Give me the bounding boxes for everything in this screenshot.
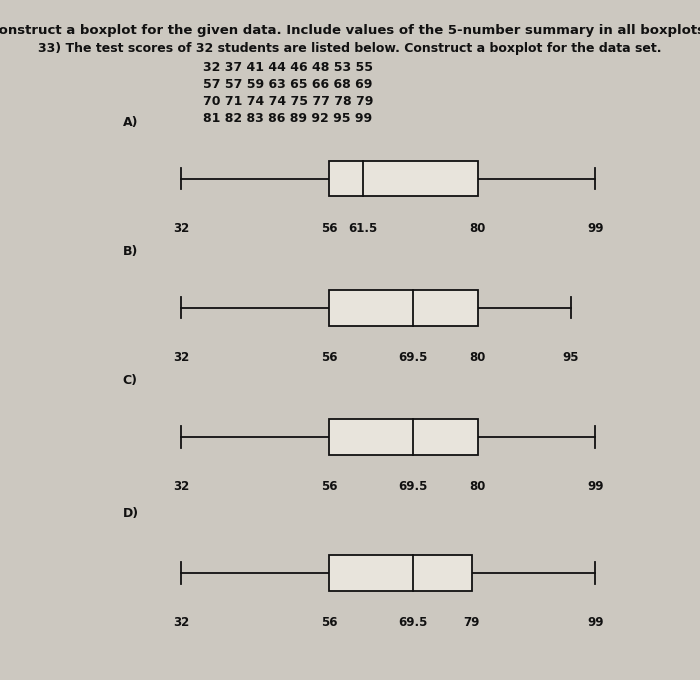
- Text: C): C): [122, 374, 137, 387]
- Text: 57 57 59 63 65 66 68 69: 57 57 59 63 65 66 68 69: [203, 78, 372, 91]
- Text: 69.5: 69.5: [398, 480, 428, 493]
- Text: 69.5: 69.5: [398, 351, 428, 364]
- Text: B): B): [122, 245, 138, 258]
- Bar: [329, 555, 472, 591]
- Text: 32 37 41 44 46 48 53 55: 32 37 41 44 46 48 53 55: [203, 61, 373, 74]
- Text: 99: 99: [587, 480, 603, 493]
- Text: 56: 56: [321, 351, 337, 364]
- Text: 33) The test scores of 32 students are listed below. Construct a boxplot for the: 33) The test scores of 32 students are l…: [38, 42, 661, 55]
- Text: 70 71 74 74 75 77 78 79: 70 71 74 74 75 77 78 79: [203, 95, 373, 108]
- Bar: [329, 160, 478, 197]
- Text: 99: 99: [587, 222, 603, 235]
- Text: 95: 95: [562, 351, 579, 364]
- Bar: [329, 290, 478, 326]
- Text: D): D): [122, 507, 139, 520]
- Text: 32: 32: [173, 616, 189, 629]
- Text: 80: 80: [470, 222, 486, 235]
- Text: 80: 80: [470, 351, 486, 364]
- Text: 32: 32: [173, 351, 189, 364]
- Text: 56: 56: [321, 616, 337, 629]
- Text: 56: 56: [321, 222, 337, 235]
- Text: 56: 56: [321, 480, 337, 493]
- Text: 81 82 83 86 89 92 95 99: 81 82 83 86 89 92 95 99: [203, 112, 372, 125]
- Text: 69.5: 69.5: [398, 616, 428, 629]
- Text: 79: 79: [463, 616, 480, 629]
- Text: 99: 99: [587, 616, 603, 629]
- Text: 61.5: 61.5: [349, 222, 378, 235]
- Text: A): A): [122, 116, 138, 129]
- Text: Construct a boxplot for the given data. Include values of the 5-number summary i: Construct a boxplot for the given data. …: [0, 24, 700, 37]
- Text: 80: 80: [470, 480, 486, 493]
- Text: 32: 32: [173, 480, 189, 493]
- Text: 32: 32: [173, 222, 189, 235]
- Bar: [329, 419, 478, 455]
